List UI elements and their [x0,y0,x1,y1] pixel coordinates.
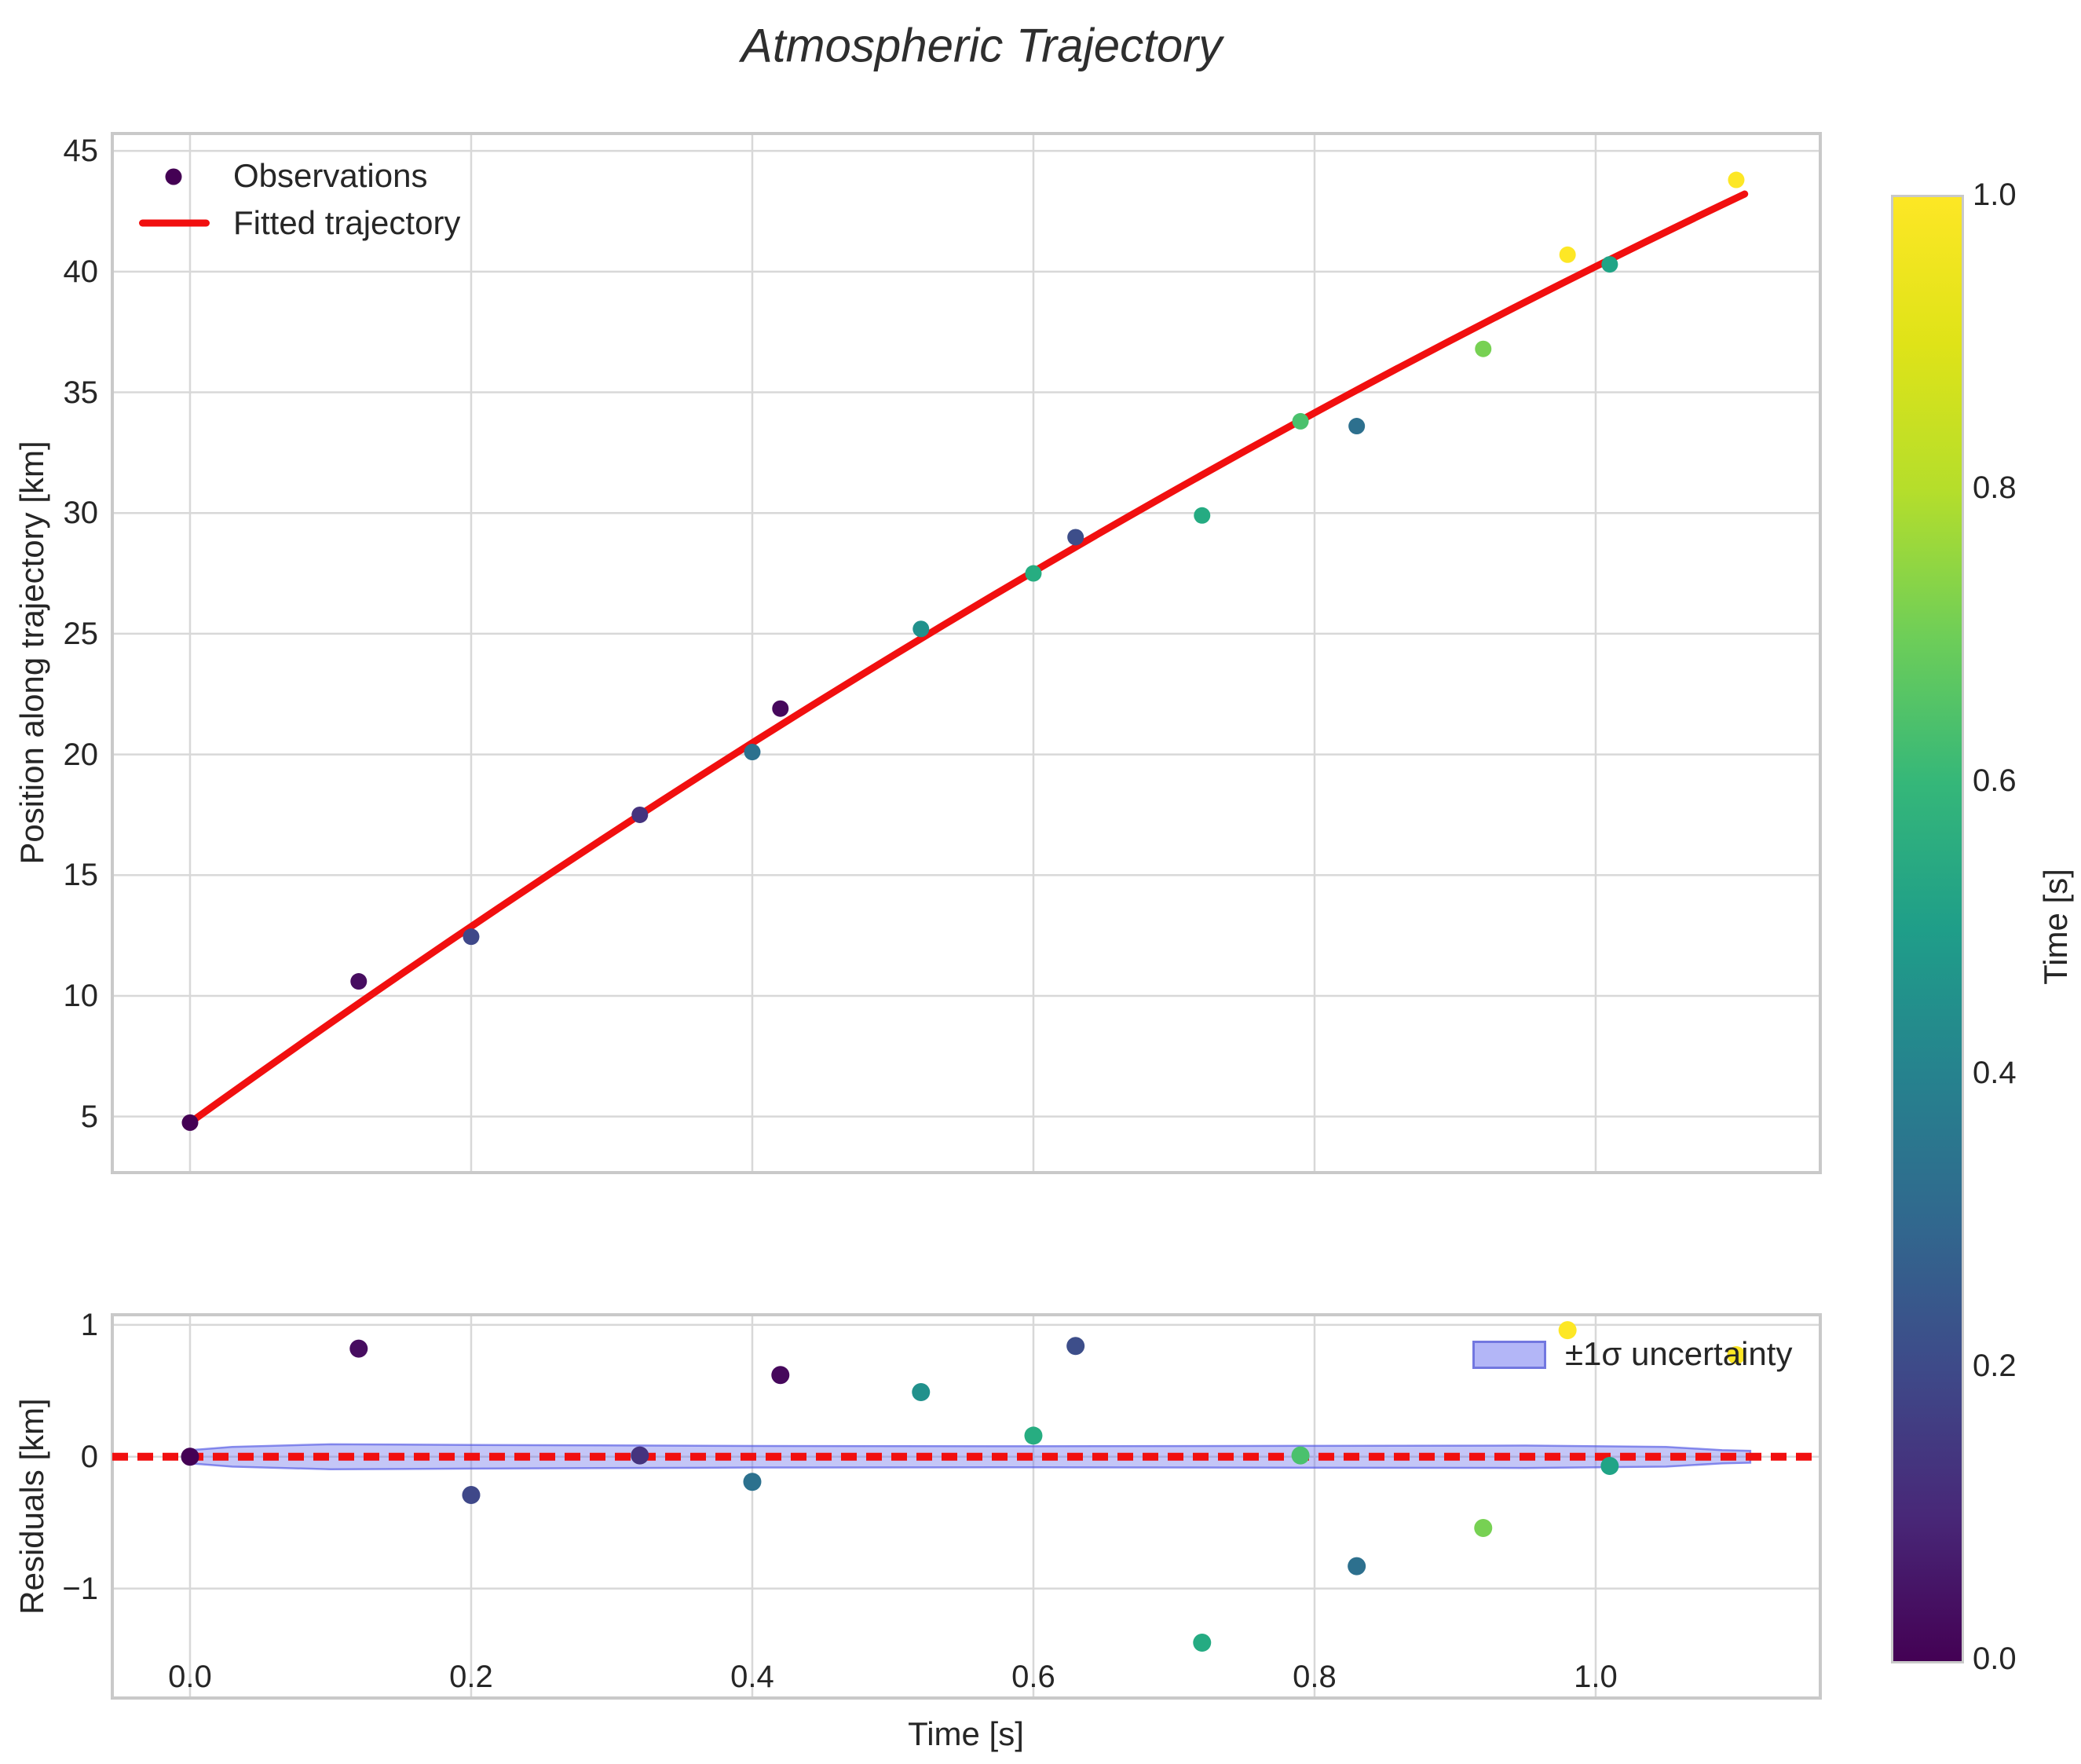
colorbar [1891,195,1964,1663]
top-y-tick-label: 45 [63,134,99,169]
residual-y-tick-label: 1 [80,1307,98,1342]
top-y-tick-label: 20 [63,737,99,772]
colorbar-tick-label: 0.6 [1973,763,2017,798]
residual-point [1066,1337,1085,1356]
observation-point [1292,412,1309,430]
residual-point [1474,1518,1493,1537]
observation-point [1728,171,1745,188]
observation-point [631,806,649,823]
residual-y-tick-label: −1 [62,1571,98,1606]
top-y-tick-label: 15 [63,858,99,893]
observation-point [1067,529,1084,546]
observation-point [772,700,789,717]
x-tick-label: 0.6 [1011,1660,1055,1694]
x-tick-label: 0.8 [1293,1660,1337,1694]
residual-plot-spines [111,1313,1822,1700]
residual-point [1348,1557,1366,1576]
residual-point [912,1383,931,1402]
residual-point [1558,1321,1577,1340]
colorbar-tick-label: 0.0 [1973,1641,2017,1676]
observation-point [1025,565,1042,582]
observation-point [744,744,761,761]
x-tick-label: 0.4 [730,1660,774,1694]
fitted-trajectory-line [186,190,1749,1126]
residual-point [462,1485,481,1504]
chart-title: Atmospheric Trajectory [741,19,1223,72]
residual-point [1024,1426,1043,1445]
top-y-tick-label: 35 [63,375,99,410]
residual-point [181,1447,199,1466]
residual-point [1600,1457,1619,1476]
observation-point [1601,256,1618,273]
x-tick-label: 0.0 [168,1660,212,1694]
observation-point [1194,507,1211,524]
observation-point [181,1114,199,1131]
top-plot-spines [111,132,1822,1174]
residual-point [743,1473,762,1491]
observations-marker-icon [165,168,182,185]
colorbar-tick-label: 0.4 [1973,1056,2017,1091]
residual-point [1727,1346,1746,1365]
observation-point [1559,246,1576,263]
legend-fitted-label: Fitted trajectory [233,204,461,241]
residual-point [349,1339,368,1358]
residual-y-tick-label: 0 [80,1439,98,1474]
residual-point [771,1366,790,1385]
residual-point [631,1446,649,1465]
top-y-tick-label: 10 [63,978,99,1013]
observation-point [350,973,368,990]
x-axis-label: Time [s] [908,1715,1024,1752]
uncertainty-band-icon [1472,1341,1546,1369]
colorbar-tick-label: 1.0 [1973,177,2017,212]
observation-point [463,928,480,946]
legend-observations-label: Observations [233,157,428,194]
observation-point [1348,418,1366,435]
observation-point [912,620,930,638]
top-y-tick-label: 40 [63,254,99,289]
residual-point [1291,1446,1310,1465]
legend-uncertainty-label: ±1σ uncertainty [1565,1335,1793,1372]
colorbar-label: Time [s] [2037,869,2074,985]
top-y-tick-label: 30 [63,496,99,531]
x-tick-label: 1.0 [1574,1660,1618,1694]
colorbar-tick-label: 0.8 [1973,470,2017,505]
colorbar-tick-label: 0.2 [1973,1349,2017,1384]
top-y-tick-label: 5 [80,1099,98,1134]
observation-point [1475,340,1492,357]
top-y-tick-label: 25 [63,616,99,651]
x-tick-label: 0.2 [449,1660,493,1694]
fitted-line-icon [139,219,210,227]
residual-point [1193,1633,1212,1652]
